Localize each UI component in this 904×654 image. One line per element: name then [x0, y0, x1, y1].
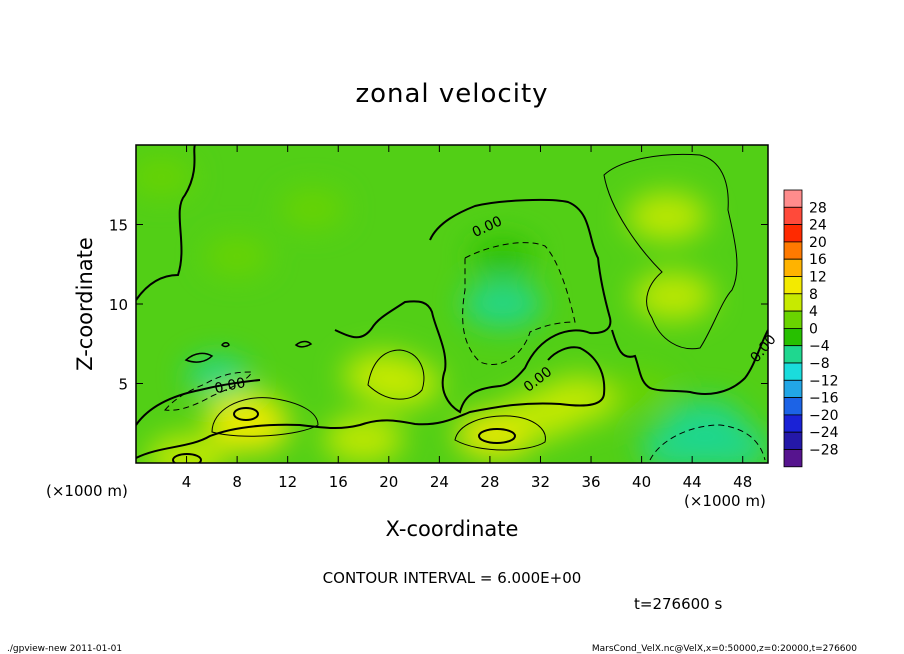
colorbar-box-7 [783, 310, 803, 329]
colorbar-box-10 [783, 362, 803, 381]
zero-contour-right [611, 329, 768, 395]
field-region-12 [361, 359, 442, 408]
contour-thin-mid [367, 349, 425, 400]
colorbar-label-3: 16 [809, 252, 827, 268]
x-tick-label-11: 48 [733, 473, 752, 491]
x-axis-label: X-coordinate [386, 517, 519, 541]
x-axis-unit: (×1000 m) [46, 482, 128, 500]
x-tick-label-8: 36 [581, 473, 600, 491]
chart-title: zonal velocity [355, 79, 548, 109]
zero-contour-left [136, 145, 196, 301]
colorbar-box-11 [783, 379, 803, 398]
colorbar-box-5 [783, 276, 803, 295]
contour-closed-1 [233, 407, 259, 421]
contour-thin-upper-right [603, 153, 738, 350]
colorbar-label-5: 8 [809, 287, 818, 303]
field-region-19 [146, 434, 227, 463]
zero-contour-bottom [136, 346, 606, 459]
colorbar-box-6 [783, 293, 803, 312]
x-tick-label-0: 4 [182, 473, 192, 491]
colorbar-box-13 [783, 414, 803, 433]
x-tick-label-2: 12 [278, 473, 297, 491]
colorbar-box-2 [783, 224, 803, 243]
colorbar-label-13: −24 [809, 425, 839, 441]
contour-thin-low-1 [211, 397, 319, 437]
time-label: t=276600 s [634, 595, 722, 613]
contour-closed-2 [478, 428, 516, 444]
contour-dashed-bottom-right [649, 424, 766, 461]
colorbar-box-3 [783, 241, 803, 260]
x-tick-label-5: 24 [430, 473, 449, 491]
field-region-15 [538, 375, 619, 424]
field-region-0 [136, 157, 194, 196]
colorbar-label-14: −28 [809, 443, 839, 459]
colorbar-label-12: −20 [809, 408, 839, 424]
colorbar-label-8: −4 [809, 339, 830, 355]
y-tick-label-2: 15 [109, 217, 128, 235]
field-region-4 [633, 272, 714, 321]
colorbar-label-7: 0 [809, 321, 818, 337]
x-tick-label-10: 44 [683, 473, 702, 491]
field-region-20 [609, 372, 674, 411]
field-region-10 [323, 415, 404, 463]
y-axis-ticks: 5 10 15 [109, 217, 768, 394]
x-tick-label-9: 40 [632, 473, 651, 491]
field-region-5 [462, 280, 543, 328]
field-region-2 [280, 189, 345, 228]
colorbar-boxes [783, 189, 803, 468]
colorbar-label-11: −16 [809, 391, 839, 407]
contour-thin-low-2 [454, 415, 546, 451]
colorbar-box-12 [783, 397, 803, 416]
colorbar-box-1 [783, 206, 803, 226]
colorbar-label-4: 12 [809, 270, 827, 286]
colorbar-box-14 [783, 431, 803, 450]
field-region-1 [205, 237, 270, 276]
field-region-3 [626, 192, 707, 241]
y-tick-label-1: 10 [109, 296, 128, 314]
contour-small-2 [294, 340, 313, 348]
contour-small-1 [184, 352, 214, 363]
contour-dashed-left [164, 371, 253, 411]
colorbar-label-10: −12 [809, 373, 839, 389]
field-region-18 [639, 423, 720, 463]
footer-right: MarsCond_VelX.nc@VelX,x=0:50000,z=0:2000… [592, 644, 857, 654]
x-tick-label-4: 20 [379, 473, 398, 491]
colorbar-box-15 [783, 449, 803, 468]
y-tick-label-0: 5 [118, 376, 128, 394]
velocity-field [136, 157, 768, 463]
colorbar-box-9 [783, 345, 803, 364]
x-tick-label-7: 32 [531, 473, 550, 491]
footer-left: ./gpview-new 2011-01-01 [7, 644, 122, 654]
colorbar-box-0 [783, 189, 803, 208]
contour-closed-3 [172, 453, 202, 463]
x-tick-label-1: 8 [232, 473, 242, 491]
contour-dashed-center [462, 242, 576, 365]
contour-small-3 [221, 342, 230, 348]
colorbar-label-9: −8 [809, 356, 830, 372]
x-tick-label-3: 16 [329, 473, 348, 491]
field-region-9 [209, 404, 290, 453]
contour-lines [136, 145, 768, 463]
contour-interval: CONTOUR INTERVAL = 6.000E+00 [323, 569, 582, 587]
colorbar-label-0: 28 [809, 200, 827, 216]
field-region-6 [470, 237, 535, 276]
x-tick-label-6: 28 [480, 473, 499, 491]
colorbar-label-1: 24 [809, 218, 827, 234]
x-axis-unit-right: (×1000 m) [684, 492, 766, 510]
colorbar-box-8 [783, 327, 803, 347]
y-axis-label: Z-coordinate [73, 237, 97, 371]
colorbar-label-2: 20 [809, 235, 827, 251]
colorbar-box-4 [783, 258, 803, 277]
colorbar-label-6: 4 [809, 304, 818, 320]
x-axis-ticks: 4 8 12 16 20 24 28 32 36 40 44 48 [182, 145, 752, 491]
contour-label-2: 0.00 [213, 375, 247, 397]
plot-area: 0.00 0.00 0.00 0.00 4 8 12 16 20 24 28 32 36 40 44… [109, 144, 780, 491]
zero-contour-upper [334, 198, 612, 414]
